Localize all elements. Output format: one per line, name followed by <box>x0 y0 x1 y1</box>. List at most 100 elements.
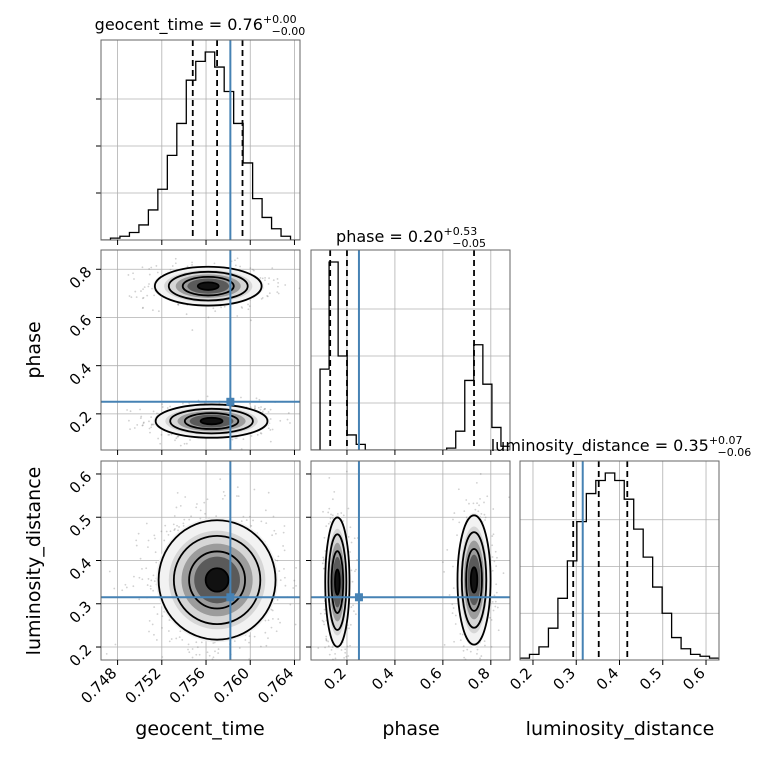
panel-titles: geocent_time = 0.76+0.00 −0.00 phase = 0.… <box>95 13 752 459</box>
scatter-point <box>329 521 332 523</box>
scatter-point <box>260 297 263 300</box>
scatter-point <box>271 267 274 270</box>
scatter-point <box>134 290 137 293</box>
scatter-point <box>279 621 281 624</box>
y-tick-label: 0.5 <box>66 511 96 541</box>
density-level-1-4 <box>470 567 478 593</box>
scatter-point <box>248 402 251 405</box>
scatter-point <box>267 637 269 640</box>
scatter-point <box>295 566 297 569</box>
panel-content <box>101 40 300 240</box>
contour-0-2 <box>183 412 240 430</box>
scatter-point <box>493 560 496 563</box>
scatter-point <box>139 417 142 420</box>
scatter-point <box>323 536 326 539</box>
scatter-point <box>479 473 482 475</box>
scatter-point <box>253 635 256 638</box>
scatter-point <box>201 661 203 663</box>
scatter-point <box>321 562 324 565</box>
density-level-1-4 <box>197 282 219 290</box>
scatter-point <box>153 633 155 636</box>
scatter-point <box>356 558 359 561</box>
density-level-0-4 <box>200 417 223 425</box>
scatter-point <box>352 604 354 607</box>
scatter-point <box>251 268 254 271</box>
panel-frame <box>100 249 301 451</box>
scatter-point <box>231 438 234 441</box>
scatter-point <box>454 614 457 617</box>
panel-luminosity_distance-hist: 0.2 0.3 0.4 0.5 0.6 <box>506 460 720 694</box>
scatter-point <box>179 504 182 507</box>
scatter-point <box>327 511 330 514</box>
scatter-point <box>248 641 250 644</box>
scatter-point <box>155 265 158 267</box>
scatter-point <box>184 496 187 498</box>
scatter-point <box>242 515 245 518</box>
scatter-point <box>148 630 150 633</box>
scatter-point <box>138 598 141 601</box>
scatter-point <box>198 653 201 656</box>
contour-0-2 <box>330 550 345 614</box>
scatter-point <box>128 419 130 422</box>
scatter-point <box>255 397 258 400</box>
panel-phase-vs-luminosity_distance: 0.2 0.4 0.6 0.8 <box>306 460 511 694</box>
scatter-point <box>148 273 151 276</box>
scatter-point <box>326 666 328 668</box>
scatter-point <box>465 516 468 519</box>
contour-1-1 <box>460 531 488 629</box>
x-tick-label: 0.2 <box>320 664 350 694</box>
scatter-point <box>264 279 266 282</box>
scatter-point <box>212 642 215 644</box>
x-tick-label: 0.6 <box>679 664 709 694</box>
scatter-point <box>328 653 331 656</box>
scatter-point <box>150 426 153 429</box>
contour-1-0 <box>153 265 263 307</box>
scatter-point <box>141 424 144 427</box>
scatter-point <box>235 437 238 439</box>
scatter-point <box>179 630 182 633</box>
scatter-point <box>302 431 304 433</box>
scatter-point <box>489 616 491 619</box>
scatter-point <box>177 303 180 305</box>
scatter-point <box>195 641 198 644</box>
y-tick-label: 0.2 <box>66 407 96 437</box>
scatter-point <box>283 576 286 579</box>
scatter-point <box>175 437 178 440</box>
scatter-point <box>240 662 242 664</box>
scatter-point <box>448 594 451 596</box>
scatter-point <box>191 261 193 264</box>
panel-frame <box>310 249 511 451</box>
panels: 0.20.40.60.80.748 0.752 0.756 0.760 0.7640.2… <box>66 39 720 707</box>
scatter-point <box>157 437 160 440</box>
scatter-point <box>150 266 153 269</box>
scatter-point <box>146 584 149 586</box>
scatter-point <box>151 309 154 312</box>
scatter-point <box>264 407 266 410</box>
truth-marker <box>354 593 363 602</box>
scatter-point <box>219 478 222 481</box>
scatter-point <box>277 555 280 558</box>
scatter-point <box>182 522 185 525</box>
scatter-point <box>302 427 304 429</box>
scatter-point <box>289 603 292 606</box>
scatter-point <box>484 516 487 519</box>
scatter-point <box>295 584 297 587</box>
scatter-point <box>277 281 280 284</box>
scatter-point <box>327 522 330 525</box>
panel-geocent_time-vs-luminosity_distance: 0.748 0.752 0.756 0.760 0.764 0.2 0.3 0.4 0.5 0.6 <box>66 460 301 707</box>
scatter-point <box>453 640 455 643</box>
scatter-point <box>146 294 149 297</box>
scatter-point <box>349 551 351 553</box>
x-tick-label: 0.4 <box>368 664 398 694</box>
scatter-point <box>185 442 188 445</box>
scatter-point <box>250 435 253 437</box>
scatter-point <box>259 246 261 248</box>
scatter-point <box>283 567 285 570</box>
scatter-point <box>267 619 270 622</box>
scatter-point <box>167 630 170 632</box>
scatter-point <box>268 277 270 280</box>
panel-geocent_time-hist <box>96 39 301 245</box>
scatter-point <box>249 406 252 409</box>
scatter-point <box>264 631 267 634</box>
scatter-point <box>177 303 179 306</box>
